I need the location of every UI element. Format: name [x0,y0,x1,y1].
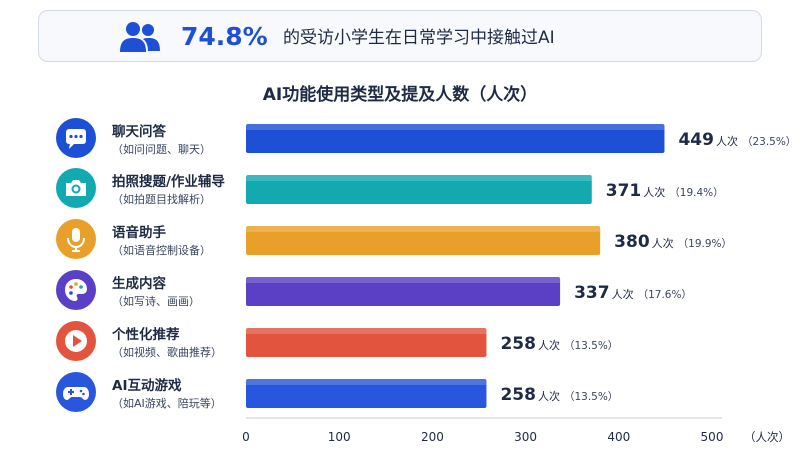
data-label-2: 380 人次 （19.9%） [614,232,732,252]
chart-title: AI功能使用类型及提及人数（人次） [262,85,538,105]
palette-icon [56,270,96,310]
chat-icon [56,118,96,158]
x-tick-label-2: 200 [421,430,444,444]
camera-icon [56,168,96,208]
bar-4 [246,328,487,357]
row-label-3: 生成内容 [112,276,166,292]
row-sub-5: （如AI游戏、陪玩等） [112,397,222,410]
bar-1 [246,175,592,204]
microphone-icon [56,219,96,259]
bar-highlight-4 [246,328,487,334]
summary-banner: 74.8% 的受访小学生在日常学习中接触过AI [38,10,762,62]
x-tick-label-4: 400 [607,430,630,444]
data-label-3: 337 人次 （17.6%） [574,283,692,303]
row-label-5: AI互动游戏 [112,378,182,394]
bar-2 [246,226,601,255]
row-sub-1: （如拍题目找解析） [112,193,211,206]
bar-highlight-0 [246,124,665,130]
bar-highlight-2 [246,226,601,232]
bar-highlight-3 [246,277,561,283]
users-icon [120,22,160,52]
row-label-2: 语音助手 [112,225,166,241]
bar-highlight-1 [246,175,592,181]
bar-highlight-5 [246,379,487,385]
row-sub-3: （如写诗、画画） [112,295,200,308]
row-sub-0: （如问问题、聊天） [112,143,211,156]
data-label-1: 371 人次 （19.4%） [606,181,724,201]
x-tick-label-5: 500 [701,430,724,444]
data-label-5: 258 人次 （13.5%） [500,385,618,405]
row-label-4: 个性化推荐 [112,327,180,343]
bar-0 [246,124,665,153]
banner-text: 的受访小学生在日常学习中接触过AI [283,28,555,48]
data-label-4: 258 人次 （13.5%） [500,334,618,354]
x-axis-label: （人次） [744,430,790,444]
row-label-1: 拍照搜题/作业辅导 [112,174,225,190]
row-sub-2: （如语音控制设备） [112,244,211,257]
bar-3 [246,277,561,306]
x-tick-label-0: 0 [242,430,250,444]
play-icon [56,321,96,361]
x-tick-label-1: 100 [328,430,351,444]
banner-percent: 74.8% [181,22,268,51]
data-label-0: 449 人次 （23.5%） [678,130,796,150]
gamepad-icon [56,372,96,412]
bar-5 [246,379,487,408]
row-label-0: 聊天问答 [112,124,166,140]
row-sub-4: （如视频、歌曲推荐） [112,346,222,359]
x-tick-label-3: 300 [514,430,537,444]
